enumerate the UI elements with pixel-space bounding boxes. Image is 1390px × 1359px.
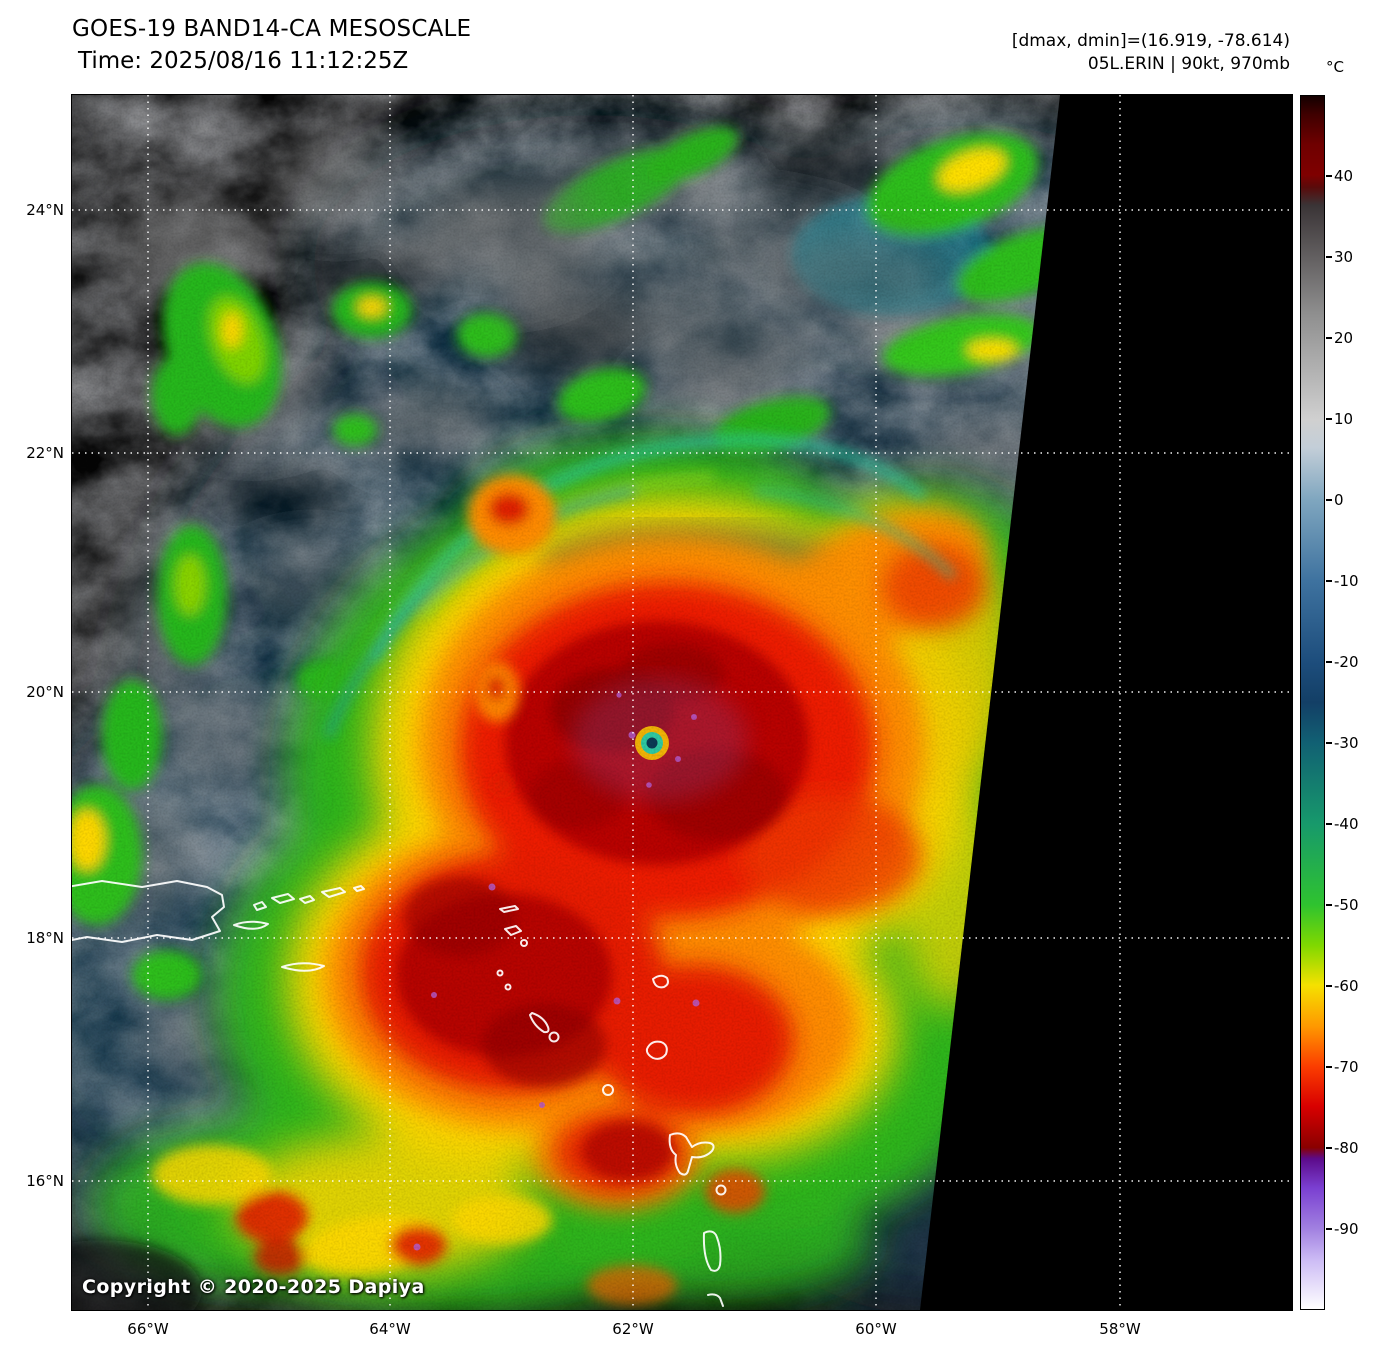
colorbar-tick-n10: -10 (1334, 572, 1359, 590)
colorbar (1300, 95, 1325, 1310)
colorbar-tick-40: 40 (1334, 167, 1354, 185)
colorbar-tick-10: 10 (1334, 410, 1354, 428)
colorbar-tick-mark (1326, 823, 1332, 825)
satellite-map: Copyright © 2020-2025 Dapiya (71, 94, 1293, 1311)
lat-tick-24n: 24°N (26, 201, 64, 219)
colorbar-tick-mark (1326, 1147, 1332, 1149)
lon-tick-62w: 62°W (612, 1320, 654, 1338)
lat-tick-18n: 18°N (26, 929, 64, 947)
coastline-vieques (233, 920, 269, 930)
colorbar-tick-n90: -90 (1334, 1220, 1359, 1238)
coastline-st-barth (520, 939, 528, 947)
coastline-st-john (299, 895, 315, 904)
colorbar-tick-mark (1326, 580, 1332, 582)
colorbar-tick-mark (1326, 985, 1332, 987)
colorbar-tick-mark (1326, 499, 1332, 501)
coastline-st-martin (504, 925, 522, 936)
lat-tick-20n: 20°N (26, 683, 64, 701)
coastline-saba (496, 969, 504, 977)
no-data-region (920, 95, 1292, 1310)
figure-annotations: [dmax, dmin]=(16.919, -78.614) 05L.ERIN … (1012, 30, 1290, 76)
coastline-nevis (548, 1031, 560, 1043)
coastline-antigua (645, 1040, 668, 1060)
colorbar-tick-n30: -30 (1334, 734, 1359, 752)
colorbar-tick-mark (1326, 1228, 1332, 1230)
lon-tick-64w: 64°W (369, 1320, 411, 1338)
coastline-culebra (253, 901, 267, 911)
figure-title: GOES-19 BAND14-CA MESOSCALE (72, 16, 472, 42)
lon-tick-58w: 58°W (1099, 1320, 1141, 1338)
coastline-montserrat (602, 1084, 614, 1096)
satellite-imagery (72, 95, 1292, 1310)
lat-tick-16n: 16°N (26, 1172, 64, 1190)
coastline-virgin-gorda (353, 885, 365, 892)
storm-info: 05L.ERIN | 90kt, 970mb (1087, 54, 1290, 74)
colorbar-tick-mark (1326, 742, 1332, 744)
colorbar-tick-n60: -60 (1334, 977, 1359, 995)
coastline-puerto-rico (72, 880, 225, 943)
colorbar-tick-mark (1326, 418, 1332, 420)
colorbar-tick-0: 0 (1334, 491, 1344, 509)
coastlines (72, 880, 727, 1307)
colorbar-tick-n40: -40 (1334, 815, 1359, 833)
colorbar-tick-30: 30 (1334, 248, 1354, 266)
coastline-st-croix (281, 962, 325, 972)
colorbar-tick-n80: -80 (1334, 1139, 1359, 1157)
colorbar-tick-n20: -20 (1334, 653, 1359, 671)
coastline-st-eustatius (504, 983, 512, 991)
figure-timestamp: Time: 2025/08/16 11:12:25Z (78, 48, 409, 74)
coastline-st-thomas (271, 893, 295, 904)
colorbar-tick-mark (1326, 175, 1332, 177)
lon-tick-66w: 66°W (127, 1320, 169, 1338)
colorbar-tick-mark (1326, 337, 1332, 339)
coastline-guadeloupe (668, 1132, 715, 1176)
colorbar-tick-n70: -70 (1334, 1058, 1359, 1076)
colorbar-tick-mark (1326, 661, 1332, 663)
coastline-st-kitts (529, 1012, 550, 1034)
colorbar-tick-n50: -50 (1334, 896, 1359, 914)
copyright-watermark: Copyright © 2020-2025 Dapiya (82, 1276, 425, 1298)
lat-tick-22n: 22°N (26, 444, 64, 462)
coastline-marie-galante (715, 1184, 727, 1196)
coastline-island-edge (707, 1293, 724, 1307)
colorbar-tick-mark (1326, 1066, 1332, 1068)
coastline-dominica (702, 1230, 722, 1272)
coastline-anguilla (499, 905, 519, 913)
colorbar-tick-mark (1326, 256, 1332, 258)
colorbar-tick-20: 20 (1334, 329, 1354, 347)
coastline-tortola (321, 887, 346, 898)
coastline-barbuda (652, 974, 669, 989)
dmax-dmin-readout: [dmax, dmin]=(16.919, -78.614) (1011, 31, 1290, 51)
colorbar-tick-mark (1326, 904, 1332, 906)
grid-lines (72, 95, 1292, 1310)
lon-tick-60w: 60°W (855, 1320, 897, 1338)
colorbar-unit-label: °C (1326, 58, 1344, 76)
